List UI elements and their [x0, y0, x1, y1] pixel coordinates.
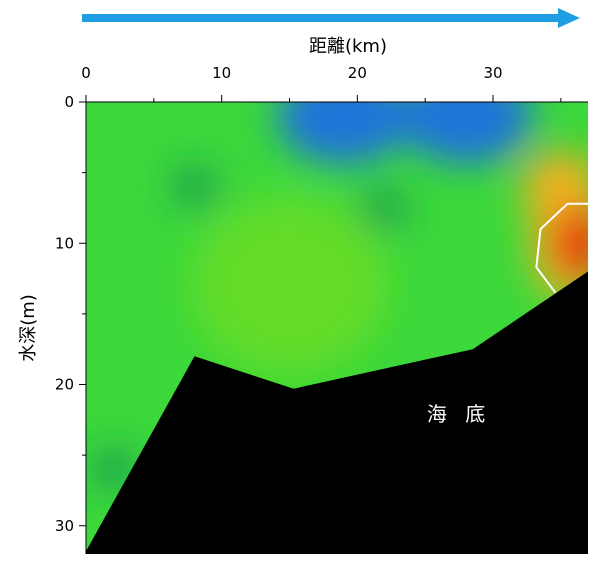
heatmap-blob-mid-low [360, 185, 409, 230]
heatmap-blobs [88, 102, 588, 492]
y-tick-label: 0 [64, 93, 74, 111]
x-tick-label: 20 [348, 64, 367, 82]
heatmap-blob-mid-low [88, 447, 138, 492]
heatmap-blob-mid [190, 195, 389, 376]
y-tick-label: 20 [55, 376, 74, 394]
x-tick-label: 0 [81, 64, 91, 82]
heatmap-blob-core [556, 201, 588, 286]
direction-arrow-shaft [82, 14, 560, 22]
heatmap-blob-low [398, 102, 534, 165]
axes: 0 10 20 30 0 10 20 30 [55, 64, 588, 554]
x-axis-title: 距離(km) [309, 36, 387, 57]
heatmap-blob-mid-low [170, 164, 219, 209]
heatmap-blob-low [276, 102, 411, 165]
seabed-area [86, 271, 588, 554]
y-axis-title: 水深(m) [18, 294, 39, 362]
y-tick-label: 30 [55, 517, 74, 535]
x-tick-label: 10 [212, 64, 231, 82]
seabed-label: 海 底 [427, 402, 491, 426]
x-tick-label: 30 [483, 64, 502, 82]
y-tick-label: 10 [55, 234, 74, 252]
direction-arrow-head [558, 8, 580, 28]
contour-line [535, 202, 588, 294]
direction-arrow [82, 8, 580, 28]
